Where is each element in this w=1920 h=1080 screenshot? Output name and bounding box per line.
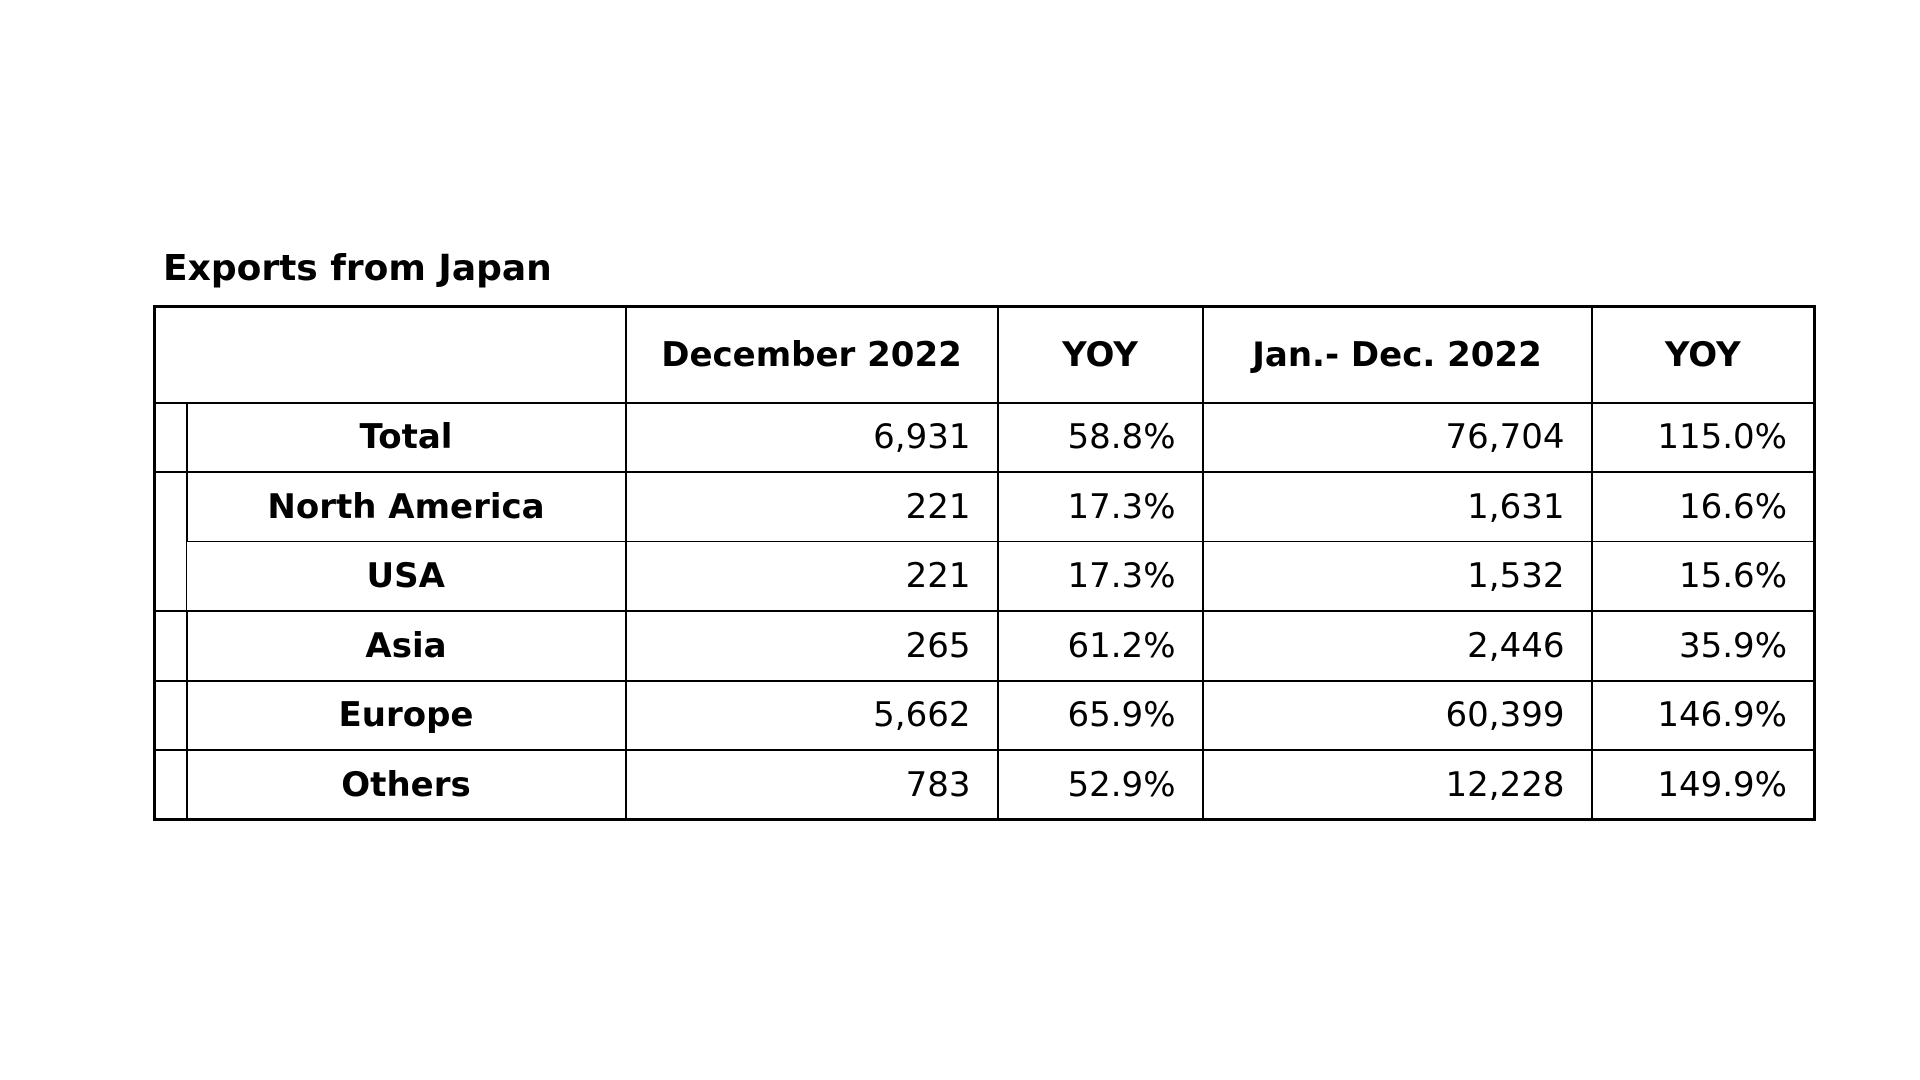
table-row: Europe 5,662 65.9% 60,399 146.9% [153, 679, 1816, 751]
table-row: Asia 265 61.2% 2,446 35.9% [153, 610, 1816, 682]
header-cell: Jan.- Dec. 2022 [1201, 305, 1593, 404]
indent-spacer-cell [153, 541, 187, 612]
table-row: Total 6,931 58.8% 76,704 115.0% [153, 401, 1816, 473]
value-cell: 2,446 [1201, 610, 1593, 682]
header-cell: December 2022 [624, 305, 999, 404]
row-label-cell: Total [185, 401, 627, 473]
row-label-cell: Europe [185, 679, 627, 751]
header-cell: YOY [996, 305, 1204, 404]
table-row: USA 221 17.3% 1,532 15.6% [153, 541, 1816, 612]
row-label-cell: USA [186, 541, 627, 612]
indent-spacer-cell [153, 401, 188, 473]
value-cell: 65.9% [996, 679, 1204, 751]
value-cell: 221 [624, 541, 999, 612]
value-cell: 60,399 [1201, 679, 1593, 751]
indent-spacer-cell [153, 679, 188, 751]
exports-table: December 2022 YOY Jan.- Dec. 2022 YOY Total… [153, 305, 1816, 821]
value-cell: 35.9% [1590, 610, 1816, 682]
value-cell: 149.9% [1590, 749, 1816, 821]
indent-spacer-cell [153, 749, 188, 821]
value-cell: 5,662 [624, 679, 999, 751]
indent-spacer-cell [153, 471, 188, 542]
row-label-cell: North America [185, 471, 627, 542]
value-cell: 61.2% [996, 610, 1204, 682]
value-cell: 58.8% [996, 401, 1204, 473]
table-row: North America 221 17.3% 1,631 16.6% [153, 471, 1816, 542]
value-cell: 12,228 [1201, 749, 1593, 821]
header-cell: YOY [1590, 305, 1816, 404]
header-cell-region [153, 305, 627, 404]
value-cell: 115.0% [1590, 401, 1816, 473]
value-cell: 265 [624, 610, 999, 682]
table-body: Total 6,931 58.8% 76,704 115.0% North America… [153, 401, 1816, 821]
row-label-cell: Asia [185, 610, 627, 682]
value-cell: 1,532 [1201, 541, 1593, 612]
value-cell: 16.6% [1590, 471, 1816, 542]
header-row: December 2022 YOY Jan.- Dec. 2022 YOY [153, 305, 1816, 404]
value-cell: 17.3% [996, 471, 1204, 542]
table-header: December 2022 YOY Jan.- Dec. 2022 YOY [153, 305, 1816, 404]
value-cell: 15.6% [1590, 541, 1816, 612]
value-cell: 52.9% [996, 749, 1204, 821]
value-cell: 76,704 [1201, 401, 1593, 473]
value-cell: 146.9% [1590, 679, 1816, 751]
value-cell: 221 [624, 471, 999, 542]
value-cell: 17.3% [996, 541, 1204, 612]
value-cell: 1,631 [1201, 471, 1593, 542]
indent-spacer-cell [153, 610, 188, 682]
page-title: Exports from Japan [163, 248, 552, 289]
table-row: Others 783 52.9% 12,228 149.9% [153, 749, 1816, 821]
value-cell: 783 [624, 749, 999, 821]
row-label-cell: Others [185, 749, 627, 821]
value-cell: 6,931 [624, 401, 999, 473]
